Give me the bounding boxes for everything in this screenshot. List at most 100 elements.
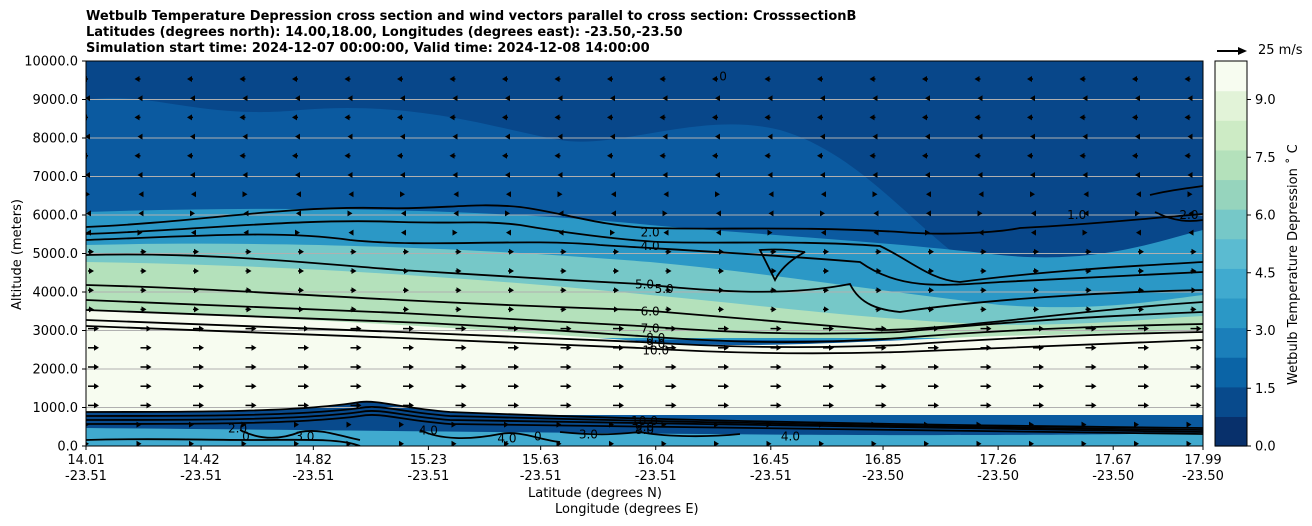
wind-vector (764, 76, 771, 82)
wind-vector (665, 325, 677, 332)
wind-vector (823, 402, 834, 409)
wind-vector (770, 248, 777, 255)
contour-label: 5.0 (655, 282, 674, 296)
wind-vector (611, 191, 616, 198)
wind-key-arrowhead-icon (1238, 47, 1247, 55)
wind-vector (140, 287, 147, 294)
wind-vector (768, 210, 774, 217)
wind-vector (922, 114, 928, 121)
wind-vector (1085, 402, 1097, 409)
wind-vector (134, 76, 141, 82)
wind-vector (974, 152, 981, 159)
wind-vector (1138, 325, 1149, 332)
wind-vector (875, 306, 882, 313)
y-axis: 0.0 1000.0 2000.0 3000.0 4000.0 5000.0 6000.0 7… (24, 55, 86, 455)
wind-vector (140, 383, 152, 390)
wind-vector (1082, 133, 1088, 140)
wind-vector (925, 229, 930, 236)
wind-vector (980, 287, 987, 294)
wind-vector (817, 114, 823, 121)
colorbar-segment (1215, 268, 1247, 299)
colorbar-tick-label: 4.5 (1255, 266, 1276, 281)
x-axis: 14.01-23.5114.42-23.5114.82-23.5115.23-2… (65, 446, 1224, 484)
wind-vector (712, 114, 718, 121)
wind-vector (770, 268, 777, 274)
y-axis-label: Altitude (meters) (10, 199, 25, 310)
wind-vector (1079, 152, 1086, 159)
x-tick-label-lat: 15.23 (410, 453, 447, 468)
wind-vector (928, 287, 934, 294)
wind-vector (820, 172, 825, 178)
wind-vector (1190, 306, 1197, 313)
wind-vector (560, 402, 572, 409)
wind-vector (86, 422, 89, 427)
x-tick-label-lat: 15.63 (522, 453, 559, 468)
wind-vector (1190, 268, 1197, 274)
y-tick-label: 6000.0 (33, 209, 79, 224)
wind-vector (823, 364, 834, 370)
wind-vector (1184, 152, 1191, 159)
wind-vector (295, 95, 300, 102)
contour-line-5 (86, 253, 1203, 313)
wind-vector (770, 402, 782, 409)
wind-vector (242, 133, 248, 140)
wind-vector (1081, 421, 1087, 428)
wind-vector (292, 114, 298, 121)
wind-vector (665, 248, 672, 255)
wind-vector (403, 364, 414, 370)
contour-line-10 (86, 325, 1203, 355)
wind-vector (193, 268, 199, 274)
wind-vector (190, 172, 195, 178)
wind-vector (88, 287, 94, 294)
wind-vector (1132, 152, 1138, 159)
wind-vector (924, 421, 929, 428)
wind-vector (455, 344, 467, 351)
wind-vector (925, 172, 930, 178)
wind-vector (613, 364, 624, 370)
colorbar-segment (1215, 297, 1247, 329)
wind-vector (662, 95, 668, 102)
wind-vector (980, 306, 987, 313)
wind-vector (242, 172, 248, 178)
wind-vector (980, 364, 992, 370)
wind-vector (508, 364, 519, 370)
wind-vector (239, 114, 246, 121)
wind-vector (665, 268, 672, 274)
wind-vector (508, 287, 514, 294)
dry-layer-core (86, 262, 1203, 338)
wind-vector (187, 152, 193, 159)
wind-vector (872, 191, 878, 198)
wind-vector (350, 364, 362, 370)
wind-vector (665, 383, 677, 390)
wind-vector (1033, 344, 1044, 351)
wind-vector (661, 421, 667, 428)
wind-vector (1138, 383, 1149, 390)
wind-vector (823, 383, 834, 390)
x-tick-label-lon: -23.51 (750, 469, 792, 484)
wind-vector (767, 133, 773, 140)
x-tick-label-lon: -23.50 (977, 469, 1019, 484)
wind-vector (770, 364, 782, 370)
wind-vector (245, 344, 257, 351)
wind-vector (140, 268, 147, 274)
wind-vector (1030, 95, 1035, 102)
wind-vector (770, 325, 782, 332)
wind-vector (974, 76, 981, 82)
colorbar-tick-label: 9.0 (1255, 93, 1276, 108)
wind-vector (189, 421, 194, 428)
wind-vector (557, 95, 563, 102)
wind-vector (298, 287, 304, 294)
y-tick-label: 10000.0 (24, 55, 78, 70)
wind-vector (506, 229, 511, 236)
wind-vector (187, 114, 193, 121)
wind-vector (925, 95, 930, 102)
y-tick-label: 0.0 (57, 440, 78, 455)
wind-vector (397, 152, 403, 159)
wind-vector (88, 344, 99, 351)
wind-vector (88, 268, 94, 274)
wind-vector (1085, 268, 1092, 274)
wind-vector (1188, 229, 1194, 236)
wind-vector (508, 402, 519, 409)
wind-vector (1030, 191, 1035, 198)
wind-vector (88, 306, 94, 313)
